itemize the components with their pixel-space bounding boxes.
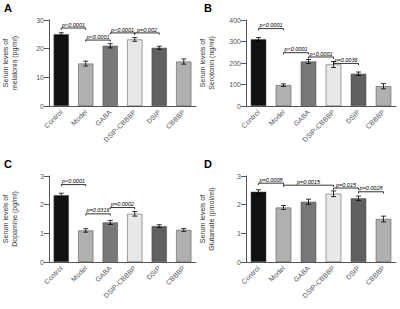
svg-text:CBBBP: CBBBP [364,108,386,130]
svg-text:Serum levels of: Serum levels of [2,39,9,87]
svg-text:p=0.002: p=0.002 [136,27,157,33]
svg-text:3: 3 [237,173,241,180]
svg-text:1: 1 [237,230,241,237]
svg-text:Control: Control [240,264,261,285]
svg-text:CBBBP: CBBBP [165,108,187,130]
svg-text:Model: Model [268,264,287,283]
svg-text:A: A [4,2,12,14]
svg-text:GABA: GABA [94,264,113,283]
svg-text:Serotonin (ng/ml): Serotonin (ng/ml) [208,36,216,90]
svg-text:p<0.0001: p<0.0001 [61,178,85,184]
svg-text:Control: Control [43,264,64,285]
svg-text:D: D [204,158,212,170]
svg-text:DSIP: DSIP [344,108,361,125]
svg-text:300: 300 [229,38,241,45]
svg-text:p=0.015: p=0.015 [335,182,357,188]
svg-text:C: C [4,158,12,170]
svg-text:CBBBP: CBBBP [364,264,386,286]
svg-text:100: 100 [229,81,241,88]
svg-text:GABA: GABA [292,108,311,127]
svg-text:CBBBP: CBBBP [165,264,187,286]
svg-text:p<0.0001: p<0.0001 [85,34,109,40]
svg-text:200: 200 [229,60,241,67]
svg-text:p=0.0028: p=0.0028 [358,185,383,191]
svg-text:p<0.0001: p<0.0001 [283,46,307,52]
svg-text:1: 1 [40,230,44,237]
svg-text:2: 2 [237,201,241,208]
svg-text:3: 3 [40,173,44,180]
svg-text:Control: Control [240,108,261,129]
svg-text:0: 0 [237,259,241,266]
svg-text:p=0.0036: p=0.0036 [333,57,358,63]
svg-text:10: 10 [36,74,44,81]
svg-text:400: 400 [229,17,241,24]
svg-text:Model: Model [70,108,89,127]
svg-text:p=0.0316: p=0.0316 [85,207,110,213]
svg-text:Glutamate (pmol/ml): Glutamate (pmol/ml) [208,187,216,250]
svg-text:DSIP: DSIP [145,108,162,125]
svg-text:p<0.0001: p<0.0001 [61,22,85,28]
svg-text:DSIP-CBBBP: DSIP-CBBBP [102,264,137,299]
svg-text:p=0.0002: p=0.0002 [110,201,134,207]
svg-text:DSIP-CBBBP: DSIP-CBBBP [102,108,137,143]
svg-text:Model: Model [268,108,287,127]
svg-text:DSIP: DSIP [344,264,361,281]
svg-text:2: 2 [40,201,44,208]
svg-text:30: 30 [36,17,44,24]
svg-text:20: 20 [36,45,44,52]
svg-text:0: 0 [40,103,44,110]
svg-text:Dopamine (pg/ml): Dopamine (pg/ml) [11,191,19,247]
svg-text:0: 0 [40,259,44,266]
svg-text:p=0.0008: p=0.0008 [258,177,283,183]
svg-text:Control: Control [43,108,64,129]
svg-text:DSIP: DSIP [145,264,162,281]
svg-text:DSIP-CBBBP: DSIP-CBBBP [301,108,336,143]
svg-text:p<0.0001: p<0.0001 [110,27,134,33]
svg-text:melatonin (pg/ml): melatonin (pg/ml) [11,36,19,90]
svg-text:0: 0 [237,103,241,110]
svg-text:p<0.0001: p<0.0001 [308,51,332,57]
svg-text:Model: Model [70,264,89,283]
svg-text:GABA: GABA [292,264,311,283]
svg-text:DSIP-CBBBP: DSIP-CBBBP [301,264,336,299]
svg-text:p=0.0015: p=0.0015 [296,179,321,185]
svg-text:p<0.0001: p<0.0001 [258,22,282,28]
svg-text:Serum levels of: Serum levels of [2,195,9,243]
svg-text:Serum levels of: Serum levels of [199,39,206,87]
svg-text:Serum levels of: Serum levels of [199,195,206,243]
svg-text:B: B [204,2,212,14]
svg-text:GABA: GABA [94,108,113,127]
